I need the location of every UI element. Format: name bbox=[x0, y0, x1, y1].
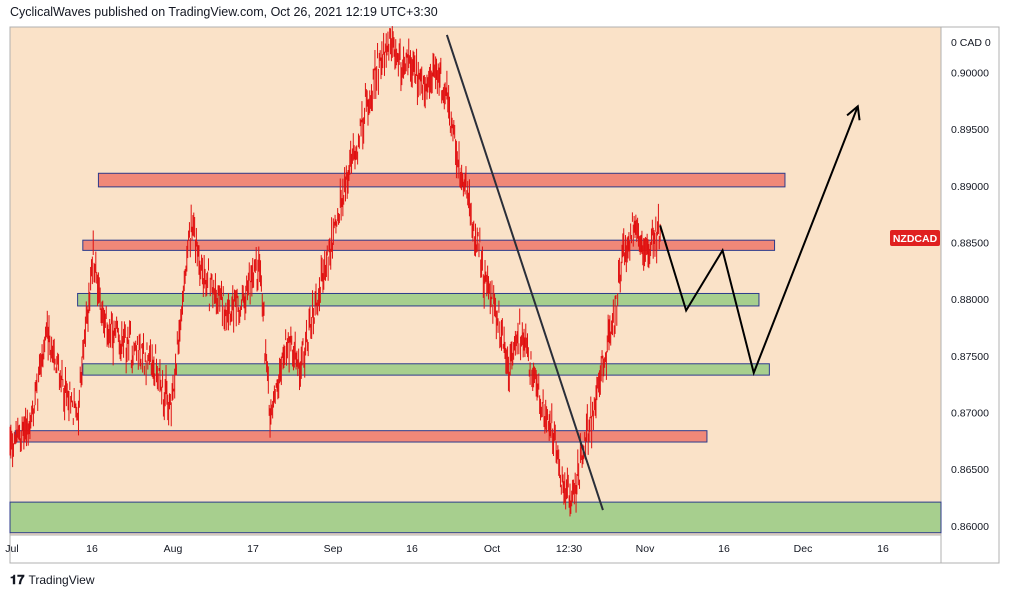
zones-layer bbox=[9, 172, 942, 534]
lines-layer bbox=[445, 34, 861, 511]
y-tick-label-5: 0.87500 bbox=[951, 351, 989, 363]
symbol-badge-label: NZDCAD bbox=[893, 233, 938, 245]
x-tick-label-4: Sep bbox=[324, 543, 343, 555]
x-tick-label-3: 17 bbox=[247, 543, 259, 555]
resistance-zone-4 bbox=[14, 430, 708, 443]
candles-layer bbox=[9, 26, 661, 517]
plot-area bbox=[10, 27, 941, 535]
x-tick-label-11: 16 bbox=[877, 543, 889, 555]
x-tick-label-5: 16 bbox=[406, 543, 418, 555]
x-tick-label-8: Nov bbox=[636, 543, 655, 555]
x-tick-label-0: Jul bbox=[5, 543, 18, 555]
y-tick-label-7: 0.86500 bbox=[951, 464, 989, 476]
publisher-name[interactable]: CyclicalWaves bbox=[10, 5, 91, 19]
y-tick-label-6: 0.87000 bbox=[951, 408, 989, 420]
y-tick-label-2: 0.89000 bbox=[951, 181, 989, 193]
footer-brand[interactable]: TradingView bbox=[28, 573, 95, 587]
projection-arrowhead bbox=[846, 104, 861, 121]
currency-label: 0 CAD 0 bbox=[951, 37, 991, 49]
publish-header: CyclicalWaves published on TradingView.c… bbox=[10, 5, 438, 19]
price-axis-panel bbox=[941, 27, 999, 535]
x-tick-label-6: Oct bbox=[484, 543, 500, 555]
publish-info: published on TradingView.com, Oct 26, 20… bbox=[94, 5, 438, 19]
x-tick-label-7: 12:30 bbox=[556, 543, 582, 555]
resistance-zone-1 bbox=[82, 239, 776, 251]
trendline bbox=[445, 34, 604, 511]
symbol-badge: NZDCAD bbox=[890, 230, 940, 246]
symbol-badge-bg bbox=[890, 230, 940, 246]
x-tick-label-1: 16 bbox=[86, 543, 98, 555]
support-zone-5 bbox=[9, 501, 942, 534]
time-axis: Jul 16 Aug 17 Sep 16 Oct 12:30 Nov 16 Dec 16 bbox=[5, 543, 889, 555]
tradingview-logo-icon[interactable]: 𝟏𝟕 bbox=[10, 572, 25, 587]
resistance-zone-0 bbox=[97, 172, 786, 188]
support-zone-3 bbox=[82, 363, 770, 376]
support-zone-2 bbox=[77, 292, 760, 307]
y-tick-label-8: 0.86000 bbox=[951, 521, 989, 533]
price-axis: 0 CAD 0 0.90000 0.89500 0.89000 0.88500 0.88… bbox=[951, 37, 991, 533]
y-tick-label-3: 0.88500 bbox=[951, 237, 989, 249]
tradingview-footer: 𝟏𝟕 TradingView bbox=[10, 572, 95, 588]
x-tick-label-9: 16 bbox=[718, 543, 730, 555]
y-tick-label-1: 0.89500 bbox=[951, 124, 989, 136]
x-tick-label-2: Aug bbox=[164, 543, 183, 555]
y-tick-label-4: 0.88000 bbox=[951, 294, 989, 306]
x-tick-label-10: Dec bbox=[794, 543, 813, 555]
y-tick-label-0: 0.90000 bbox=[951, 67, 989, 79]
chart-frame bbox=[9, 26, 1000, 564]
projection-path bbox=[659, 106, 859, 377]
time-axis-panel bbox=[10, 535, 999, 563]
